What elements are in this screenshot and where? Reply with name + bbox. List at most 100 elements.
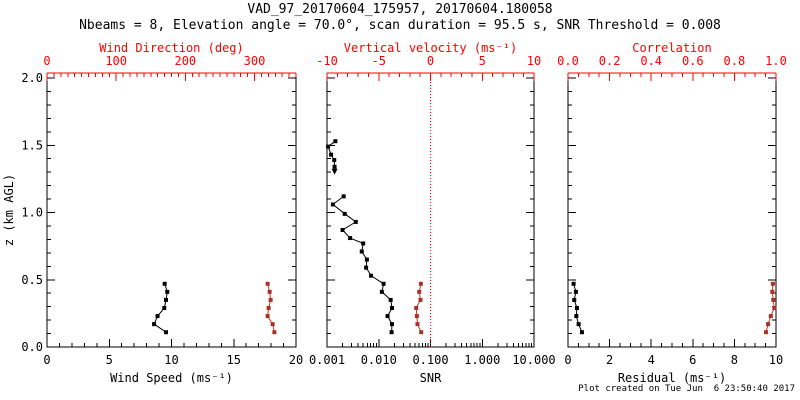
data-point (770, 281, 775, 286)
x-tick-label: 1.000 (464, 353, 500, 367)
panel-snr: 0.001 0.010 0.100 1.000 10.000 SNR -10 -5 0 5 10 Ve… (309, 41, 556, 385)
data-point (164, 297, 169, 302)
data-point (330, 202, 335, 207)
data-point (361, 241, 366, 246)
top-axis-ticks (46, 73, 297, 81)
x-tick-label: 8 (731, 353, 738, 367)
data-point (266, 305, 271, 310)
data-point (340, 227, 345, 232)
bottom-axis-title: Residual (ms⁻¹) (618, 371, 726, 385)
x-tick-label: 0 (564, 353, 571, 367)
data-point (332, 158, 337, 163)
x-tick-label: 2 (606, 353, 613, 367)
data-point (165, 289, 170, 294)
bottom-axis-title: SNR (420, 371, 442, 385)
y-axis-ticks (327, 77, 534, 348)
x-tick-label: 10 (164, 353, 178, 367)
data-point (418, 297, 423, 302)
plot-created-timestamp: Plot created on Tue Jun 6 23:50:40 2017 (578, 384, 795, 394)
data-point (359, 249, 364, 254)
data-point (353, 219, 358, 224)
data-point (342, 211, 347, 216)
data-point (574, 305, 579, 310)
top-tick-label: -10 (316, 54, 338, 68)
series-wind-speed (152, 281, 170, 335)
data-point (389, 322, 394, 327)
data-point (272, 330, 277, 335)
top-axis-ticks (567, 73, 777, 81)
x-tick-label: 4 (648, 353, 655, 367)
data-point (768, 314, 773, 319)
y-tick-label: 1.5 (21, 138, 43, 152)
data-point (270, 322, 275, 327)
series-residual (571, 281, 584, 335)
series-snr-profile-lower (330, 194, 394, 335)
plot-subtitle: Nbeams = 8, Elevation angle = 70.0°, sca… (79, 18, 721, 33)
data-point (770, 289, 775, 294)
top-tick-label: 0 (427, 54, 434, 68)
data-point (162, 281, 167, 286)
x-tick-label: 0 (43, 353, 50, 367)
data-point (379, 289, 384, 294)
data-point (162, 305, 167, 310)
bottom-axis-ticks (567, 339, 777, 347)
top-tick-label: 0.2 (599, 54, 621, 68)
top-axis-title: Vertical velocity (ms⁻¹) (344, 41, 517, 55)
top-tick-label: 0.8 (724, 54, 746, 68)
data-point (417, 289, 422, 294)
x-tick-label: 5 (106, 353, 113, 367)
data-point (572, 297, 577, 302)
data-point (385, 314, 390, 319)
y-tick-label: 0.0 (21, 340, 43, 354)
data-point (326, 144, 331, 149)
arrow-down-marker (331, 168, 338, 175)
data-point (389, 305, 394, 310)
data-point (419, 330, 424, 335)
plot-box (567, 73, 777, 348)
data-point (348, 236, 353, 241)
data-point (766, 322, 771, 327)
series-vertical-velocity (414, 281, 424, 335)
bottom-axis-title: Wind Speed (ms⁻¹) (110, 371, 233, 385)
data-point (571, 281, 576, 286)
plot-box (46, 73, 297, 348)
top-tick-label: 0.6 (682, 54, 704, 68)
data-point (164, 330, 169, 335)
y-tick-label: 0.5 (21, 273, 43, 287)
data-point (332, 164, 337, 169)
bottom-axis-ticks (46, 339, 297, 347)
plot-box (326, 73, 535, 348)
data-point (265, 314, 270, 319)
data-point (576, 322, 581, 327)
data-point (333, 139, 338, 144)
series-wind-direction (265, 281, 277, 335)
x-tick-label: 10.000 (512, 353, 555, 367)
top-tick-label: 10 (527, 54, 541, 68)
data-point (268, 297, 273, 302)
data-point (418, 281, 423, 286)
top-tick-label: 1.0 (765, 54, 787, 68)
y-tick-label: 2.0 (21, 71, 43, 85)
top-tick-label: 0.0 (557, 54, 579, 68)
data-point (414, 314, 419, 319)
data-point (155, 314, 160, 319)
x-tick-label: 0.100 (412, 353, 448, 367)
panel-wind: 0.0 0.5 1.0 1.5 2.0 z (km AGL) 0 5 10 15 20 Wind Sp… (2, 41, 303, 385)
x-tick-label: 6 (689, 353, 696, 367)
data-point (329, 152, 334, 157)
x-tick-label: 10 (769, 353, 783, 367)
data-point (265, 281, 270, 286)
top-tick-label: -5 (372, 54, 386, 68)
y-tick-label: 1.0 (21, 206, 43, 220)
series-correlation (764, 281, 777, 335)
data-point (364, 265, 369, 270)
data-point (152, 322, 157, 327)
top-axis-title: Wind Direction (deg) (99, 41, 244, 55)
top-tick-label: 100 (105, 54, 127, 68)
data-point (573, 289, 578, 294)
top-tick-label: 0 (43, 54, 50, 68)
data-point (579, 330, 584, 335)
top-tick-label: 5 (479, 54, 486, 68)
